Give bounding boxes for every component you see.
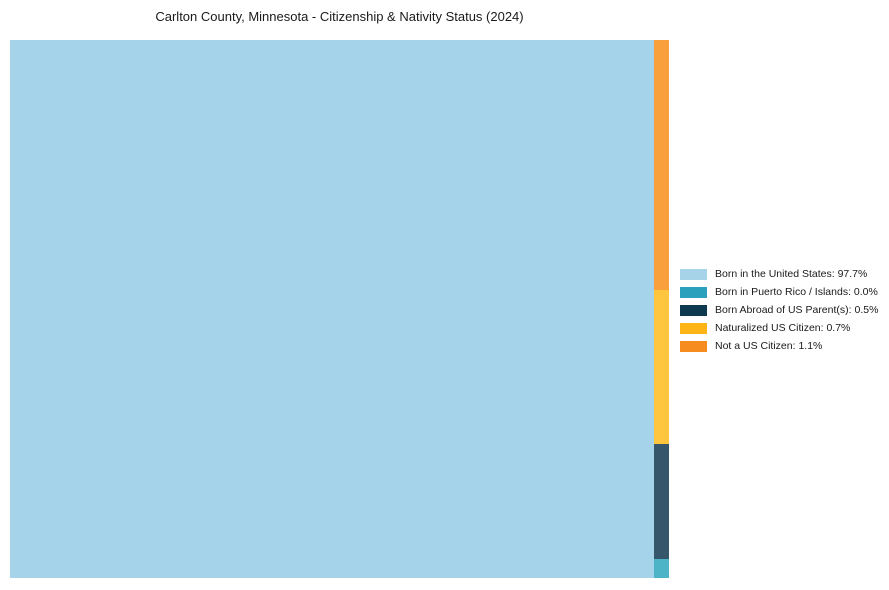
legend: Born in the United States: 97.7% Born in …: [680, 265, 878, 355]
legend-swatch-icon: [680, 304, 707, 316]
legend-swatch-icon: [680, 268, 707, 280]
legend-swatch-icon: [680, 322, 707, 334]
legend-label: Not a US Citizen: 1.1%: [715, 340, 823, 352]
chart-title: Carlton County, Minnesota - Citizenship …: [155, 9, 524, 24]
legend-item-0: Born in the United States: 97.7%: [680, 265, 878, 283]
legend-item-3: Naturalized US Citizen: 0.7%: [680, 319, 878, 337]
cell-born-in-puerto-rico-islands: [654, 559, 669, 578]
legend-label: Born in the United States: 97.7%: [715, 268, 868, 280]
legend-item-1: Born in Puerto Rico / Islands: 0.0%: [680, 283, 878, 301]
legend-swatch-icon: [680, 286, 707, 298]
legend-item-4: Not a US Citizen: 1.1%: [680, 337, 878, 355]
legend-label: Born in Puerto Rico / Islands: 0.0%: [715, 286, 878, 298]
cell-naturalized-us-citizen: [654, 290, 669, 444]
legend-item-2: Born Abroad of US Parent(s): 0.5%: [680, 301, 878, 319]
cell-born-abroad-of-us-parents: [654, 444, 669, 559]
legend-label: Naturalized US Citizen: 0.7%: [715, 322, 851, 334]
legend-swatch-icon: [680, 340, 707, 352]
treemap-plot: [10, 40, 669, 578]
cell-born-in-the-united-states: [10, 40, 654, 578]
cell-not-a-us-citizen: [654, 40, 669, 290]
legend-label: Born Abroad of US Parent(s): 0.5%: [715, 304, 879, 316]
